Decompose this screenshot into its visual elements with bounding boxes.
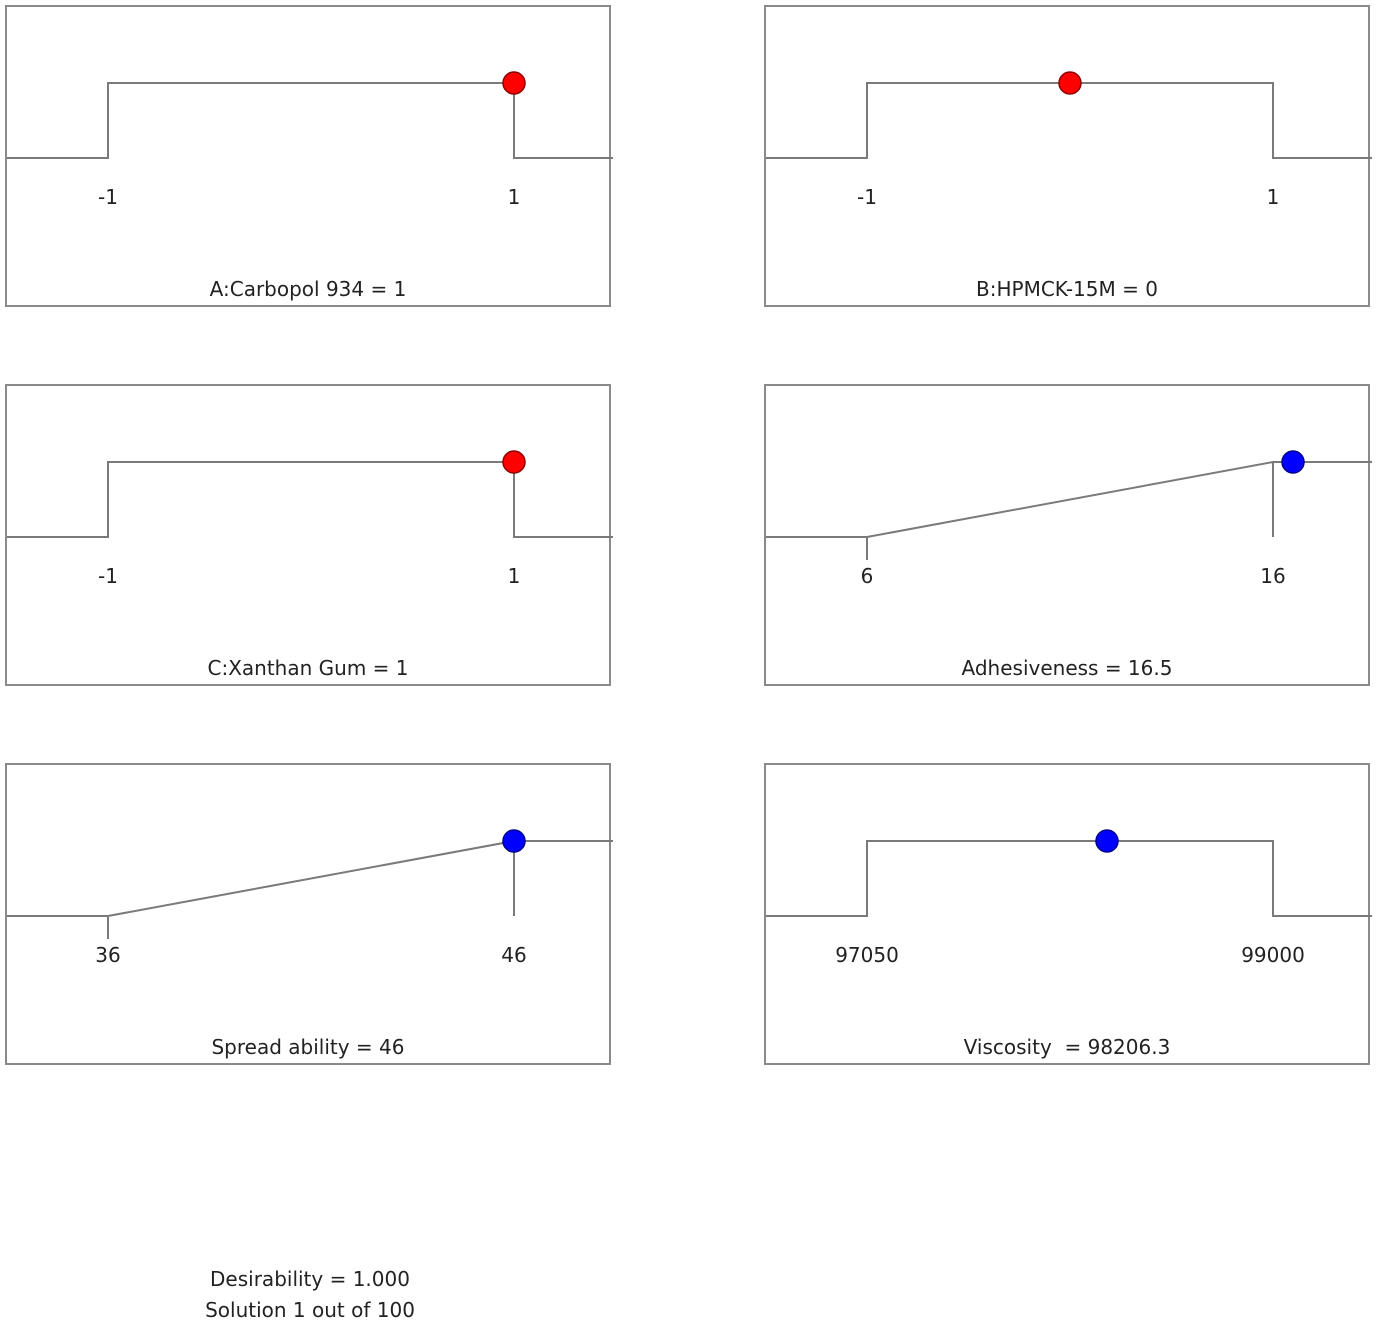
tick-high-label: 16 (1260, 564, 1286, 588)
ramp-plot (7, 71, 613, 159)
panel-title: B:HPMCK-15M = 0 (976, 277, 1158, 301)
tick-low-label: 97050 (835, 943, 899, 967)
tick-low-label: -1 (98, 564, 118, 588)
ramp-panel-hpmck: -1 1 B:HPMCK-15M = 0 (764, 5, 1372, 307)
response-prediction-marker (1095, 829, 1119, 853)
response-prediction-marker (502, 829, 526, 853)
ramp-plot (7, 450, 613, 538)
panel-title: C:Xanthan Gum = 1 (207, 656, 409, 680)
ramp-panel-viscosity: 97050 99000 Viscosity = 98206.3 (764, 763, 1372, 1065)
ramp-panel-carbopol: -1 1 A:Carbopol 934 = 1 (5, 5, 613, 307)
tick-high-label: 1 (1266, 185, 1280, 209)
response-prediction-marker (1281, 450, 1305, 474)
factor-setting-marker (1058, 71, 1082, 95)
ramp-plot (766, 450, 1372, 560)
tick-low-label: -1 (857, 185, 877, 209)
panel-title: Viscosity = 98206.3 (963, 1035, 1171, 1059)
desirability-label: Desirability = 1.000 (210, 1267, 410, 1291)
panel-title: Adhesiveness = 16.5 (961, 656, 1173, 680)
panel-title: A:Carbopol 934 = 1 (209, 277, 407, 301)
tick-high-label: 99000 (1241, 943, 1305, 967)
factor-setting-marker (502, 71, 526, 95)
factor-setting-marker (502, 450, 526, 474)
tick-low-label: -1 (98, 185, 118, 209)
ramp-plot (766, 71, 1372, 159)
tick-low-label: 36 (95, 943, 121, 967)
tick-high-label: 1 (507, 564, 521, 588)
tick-high-label: 1 (507, 185, 521, 209)
solution-summary: Desirability = 1.000 Solution 1 out of 1… (150, 1264, 470, 1326)
ramp-panel-spread-ability: 36 46 Spread ability = 46 (5, 763, 613, 1065)
ramp-plot (7, 829, 613, 939)
ramp-panel-xanthan-gum: -1 1 C:Xanthan Gum = 1 (5, 384, 613, 686)
tick-high-label: 46 (501, 943, 527, 967)
tick-low-label: 6 (860, 564, 874, 588)
ramp-plot (766, 829, 1372, 917)
ramp-panel-adhesiveness: 6 16 Adhesiveness = 16.5 (764, 384, 1372, 686)
panel-title: Spread ability = 46 (211, 1035, 405, 1059)
solution-index-label: Solution 1 out of 100 (205, 1298, 415, 1322)
